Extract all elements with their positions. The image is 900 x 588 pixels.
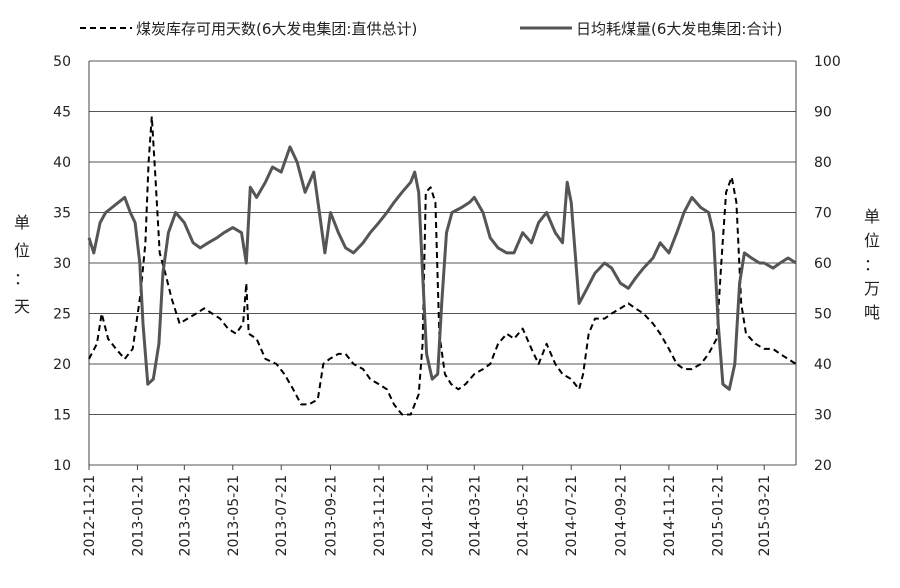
x-tick-label: 2014-07-21 <box>564 475 580 556</box>
x-tick-label: 2014-11-21 <box>662 475 678 556</box>
left-axis-ticks: 10 15 20 25 30 35 40 45 50 <box>53 54 71 474</box>
right-tick-label: 60 <box>814 256 832 272</box>
right-tick-label: 50 <box>814 307 832 323</box>
right-tick-label: 90 <box>814 105 832 121</box>
x-axis-ticks: 2012-11-21 2013-01-21 2013-03-21 2013-05-21… <box>82 465 773 556</box>
x-tick-label: 2013-09-21 <box>323 475 339 556</box>
legend-label-daily-consumption: 日均耗煤量(6大发电集团:合计) <box>576 20 782 38</box>
x-tick-label: 2014-09-21 <box>613 475 629 556</box>
left-tick-label: 40 <box>53 155 71 171</box>
left-unit-char: ： <box>14 269 30 288</box>
grid-lines <box>89 60 796 466</box>
legend: 煤炭库存可用天数(6大发电集团:直供总计) 日均耗煤量(6大发电集团:合计) <box>80 20 782 38</box>
left-tick-label: 45 <box>53 105 71 121</box>
left-unit-char: 天 <box>14 297 30 316</box>
left-tick-label: 35 <box>53 206 71 222</box>
series-daily-consumption-line <box>87 145 797 391</box>
right-tick-label: 100 <box>814 54 841 70</box>
x-tick-label: 2013-01-21 <box>130 475 146 556</box>
x-tick-label: 2012-11-21 <box>82 475 98 556</box>
right-tick-label: 30 <box>814 408 832 424</box>
left-tick-label: 30 <box>53 256 71 272</box>
x-tick-label: 2013-05-21 <box>226 475 242 556</box>
right-tick-label: 70 <box>814 206 832 222</box>
x-tick-label: 2014-05-21 <box>516 475 532 556</box>
legend-label-inventory-days: 煤炭库存可用天数(6大发电集团:直供总计) <box>136 20 417 38</box>
left-tick-label: 10 <box>53 458 71 474</box>
series-inventory-days-line <box>88 115 797 416</box>
right-tick-label: 20 <box>814 458 832 474</box>
right-unit-char: 吨 <box>864 303 880 322</box>
right-axis-unit-label: 单位 ： 万吨 <box>864 207 880 322</box>
right-unit-char: 位 <box>864 231 880 250</box>
left-axis-unit-label: 单位 ： 天 <box>14 213 30 316</box>
x-tick-label: 2013-11-21 <box>372 475 388 556</box>
left-tick-label: 20 <box>53 357 71 373</box>
x-tick-label: 2014-01-21 <box>420 475 436 556</box>
left-unit-char: 单 <box>14 213 30 232</box>
left-tick-label: 50 <box>53 54 71 70</box>
x-tick-label: 2013-07-21 <box>274 475 290 556</box>
x-tick-label: 2015-01-21 <box>710 475 726 556</box>
series-lines <box>87 115 797 416</box>
x-tick-label: 2014-03-21 <box>467 475 483 556</box>
x-tick-label: 2015-03-21 <box>757 475 773 556</box>
right-tick-label: 80 <box>814 155 832 171</box>
right-unit-char: ： <box>864 255 880 274</box>
right-unit-char: 单 <box>864 207 880 226</box>
right-tick-label: 40 <box>814 357 832 373</box>
left-tick-label: 25 <box>53 307 71 323</box>
right-axis-ticks: 20 30 40 50 60 70 80 90 100 <box>814 54 841 474</box>
x-tick-label: 2013-03-21 <box>177 475 193 556</box>
left-unit-char: 位 <box>14 241 30 260</box>
left-tick-label: 15 <box>53 408 71 424</box>
right-unit-char: 万 <box>864 279 880 298</box>
